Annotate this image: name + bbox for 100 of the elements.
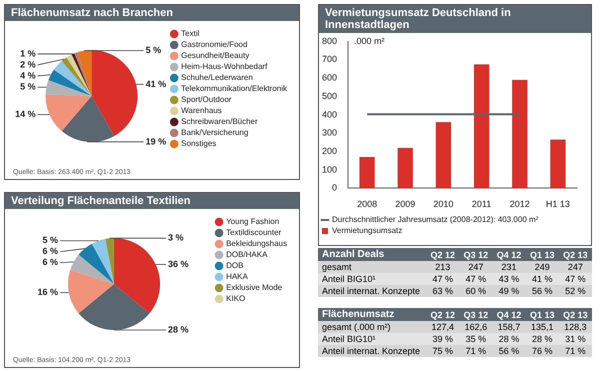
text: 247	[568, 262, 583, 272]
category-label: gesamt	[322, 262, 352, 272]
category-label: Anteil BIG10¹	[322, 274, 376, 284]
chart-title: Flächenumsatz	[322, 309, 394, 320]
legend-label: Exklusive Mode	[226, 283, 283, 292]
legend-label: Sonstiges	[181, 139, 216, 148]
text: 127,4	[431, 322, 454, 332]
text: 56 %	[498, 346, 520, 356]
y-tick-label: 600	[322, 72, 338, 83]
legend-label: Textildiscounter	[226, 228, 282, 238]
bar	[474, 64, 490, 188]
x-tick-label: 2011	[472, 199, 492, 210]
data-label: 16 %	[38, 287, 58, 298]
legend-label: Gastronomie/Food	[181, 40, 248, 50]
legend-label: KIKO	[226, 294, 246, 304]
text: 249	[534, 262, 550, 272]
text: 49 %	[498, 286, 520, 296]
bar	[359, 157, 375, 188]
text: 52 %	[565, 286, 586, 296]
data-label: 6 %	[42, 257, 58, 268]
category-label: Q1 13	[528, 308, 556, 321]
category-label: Q1 13	[528, 248, 556, 261]
data-label: 36 %	[168, 258, 189, 269]
text: 71 %	[565, 346, 586, 356]
bar	[436, 122, 452, 188]
category-label: Q2 12	[429, 248, 456, 261]
legend-label: Gesundheit/Beauty	[181, 51, 250, 60]
y-tick-label: 100	[322, 164, 338, 174]
text: 41 %	[532, 274, 552, 284]
text: 56 %	[532, 286, 552, 296]
y-tick-label: 200	[322, 146, 338, 156]
x-tick-label: 2010	[433, 199, 454, 210]
data-label: 3 %	[168, 232, 184, 243]
text: 31 %	[565, 334, 586, 344]
category-label: Anteil internat. Konzepte	[322, 286, 420, 296]
x-tick-label: 2012	[510, 199, 530, 210]
legend-label: DOB	[226, 261, 244, 270]
y-tick-label: 400	[322, 109, 338, 120]
chart-title: Flächenumsatz nach Branchen	[5, 5, 299, 21]
text: 71 %	[466, 346, 486, 356]
y-tick-label: 800	[322, 36, 338, 46]
data-label: 41 %	[146, 78, 166, 89]
category-label: Q4 12	[496, 248, 522, 261]
legend-label: Bank/Versicherung	[181, 128, 248, 138]
data-label: 2 %	[20, 59, 36, 70]
text: 135,1	[530, 322, 554, 332]
legend-label: Vermietungsumsatz	[332, 226, 402, 236]
bar	[550, 140, 566, 188]
text: 213	[435, 262, 450, 272]
text: 28 %	[532, 334, 552, 344]
category-label: Q4 12	[496, 308, 522, 321]
text: 231	[502, 262, 517, 272]
text: 75 %	[432, 346, 453, 356]
chart-title: Verteilung Flächenanteile Textilien	[5, 193, 299, 209]
data-label: 6 %	[42, 246, 58, 256]
text: 162,6	[464, 322, 488, 332]
data-label: 14 %	[15, 109, 36, 120]
y-tick-label: 700	[322, 54, 338, 64]
legend-label: Telekommunikation/Elektronik	[181, 84, 288, 94]
category-label: gesamt (.000 m²)	[322, 322, 391, 332]
text: 47 %	[432, 274, 453, 284]
text: 47 %	[466, 274, 486, 284]
x-tick-label: 2008	[357, 199, 378, 210]
category-label: Q2 13	[562, 248, 589, 261]
data-label: 28 %	[168, 324, 189, 334]
bar	[398, 148, 413, 188]
category-label: Q2 13	[562, 308, 589, 321]
data-label: 5 %	[20, 82, 36, 92]
legend-label: Heim-Haus-Wohnbedarf	[181, 62, 268, 72]
x-tick-label: 2009	[395, 199, 416, 210]
legend-label: Textil	[181, 29, 200, 38]
text: 28 %	[498, 334, 520, 344]
text: 39 %	[432, 334, 453, 344]
text: 247	[468, 262, 484, 272]
text: 43 %	[498, 274, 520, 284]
legend-label: Durchschnittlicher Jahresumsatz (2008-2012): 403.000 m²	[332, 215, 539, 224]
data-label: 5 %	[42, 235, 58, 246]
legend-label: Schreibwaren/Bücher	[181, 117, 258, 126]
text: 47 %	[565, 274, 586, 284]
legend-label: Schuhe/Lederwaren	[181, 73, 253, 82]
y-tick-label: 500	[322, 90, 338, 101]
data-label: 5 %	[146, 45, 162, 56]
text: 60 %	[466, 286, 486, 296]
data-label: 19 %	[146, 136, 166, 146]
y-tick-label: 300	[322, 128, 338, 138]
legend-label: DOB/HAKA	[226, 250, 268, 260]
chart-title: Vermietungsumsatz Deutschland in Innenstadtlagen	[319, 5, 591, 33]
legend-label: Bekleidungshaus	[226, 239, 288, 248]
category-label: Anteil BIG10¹	[322, 334, 376, 344]
text: 76 %	[532, 346, 552, 356]
chart-title: Anzahl Deals	[322, 249, 384, 260]
legend-label: Warenhaus	[181, 106, 222, 116]
legend-label: Sport/Outdoor	[181, 95, 232, 104]
text: 35 %	[466, 334, 486, 344]
y-tick-label: 0	[332, 182, 338, 193]
text: 158,7	[498, 322, 520, 332]
text: 63 %	[432, 286, 453, 296]
category-label: Q2 12	[429, 308, 456, 321]
category-label: Q3 12	[462, 248, 490, 261]
y-axis-title: .000 m²	[354, 36, 385, 46]
